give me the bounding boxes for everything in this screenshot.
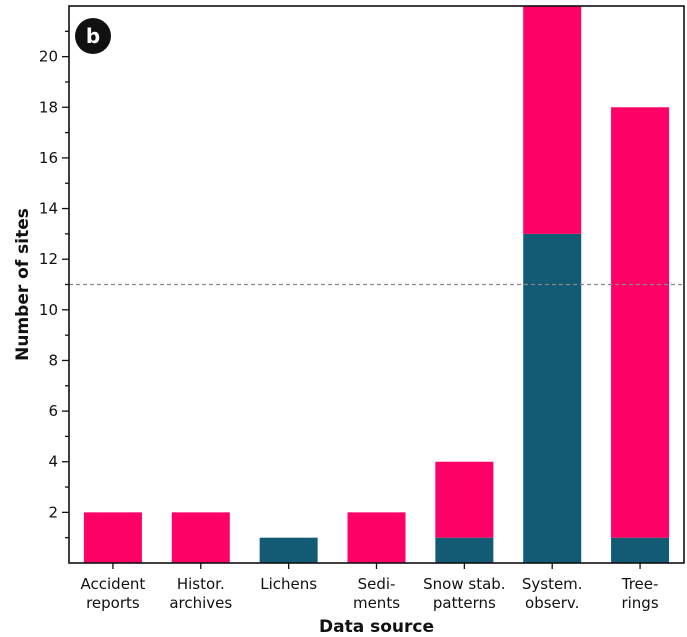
bar-segment-top-4 xyxy=(435,461,494,538)
y-tick-label-10: 10 xyxy=(39,301,58,319)
x-axis-title: Data source xyxy=(319,617,434,637)
y-tick-label-18: 18 xyxy=(39,98,58,116)
y-tick-label-16: 16 xyxy=(39,149,58,167)
y-tick-label-2: 2 xyxy=(48,503,58,521)
bar-segment-top-6 xyxy=(611,107,670,538)
bar-segment-bottom-2 xyxy=(259,537,318,563)
bar-segment-bottom-6 xyxy=(611,537,670,563)
x-category-label-1: Histor. archives xyxy=(169,575,232,612)
y-tick-label-6: 6 xyxy=(48,402,58,420)
bar-segment-top-5 xyxy=(523,6,582,234)
y-tick-label-12: 12 xyxy=(39,250,58,268)
y-tick-label-8: 8 xyxy=(48,351,58,369)
x-category-label-0: Accident reports xyxy=(81,575,146,612)
bar-segment-bottom-4 xyxy=(435,537,494,563)
x-category-label-4: Snow stab. patterns xyxy=(423,575,505,612)
y-tick-label-14: 14 xyxy=(39,200,58,218)
x-category-label-5: System. observ. xyxy=(522,575,583,612)
x-category-label-6: Tree-rings xyxy=(621,575,659,612)
y-axis-title: Number of sites xyxy=(13,208,33,361)
bars-group xyxy=(83,6,670,563)
x-category-label-2: Lichens xyxy=(260,575,317,593)
panel-label-badge: b xyxy=(75,18,111,54)
x-category-label-3: Sedi-ments xyxy=(353,575,400,612)
y-tick-label-4: 4 xyxy=(48,453,58,471)
bar-segment-bottom-5 xyxy=(523,233,582,563)
y-tick-label-20: 20 xyxy=(39,48,58,66)
x-axis: Accident reports Histor. archives Lichens Sed… xyxy=(81,563,659,612)
panel-label-circle xyxy=(75,18,111,54)
bar-segment-top-3 xyxy=(347,512,406,563)
bar-segment-top-1 xyxy=(171,512,230,563)
bar-segment-top-0 xyxy=(83,512,142,563)
y-axis: 2 4 6 8 10 12 14 16 18 20 xyxy=(39,30,69,539)
panel-label-letter: b xyxy=(86,24,100,48)
